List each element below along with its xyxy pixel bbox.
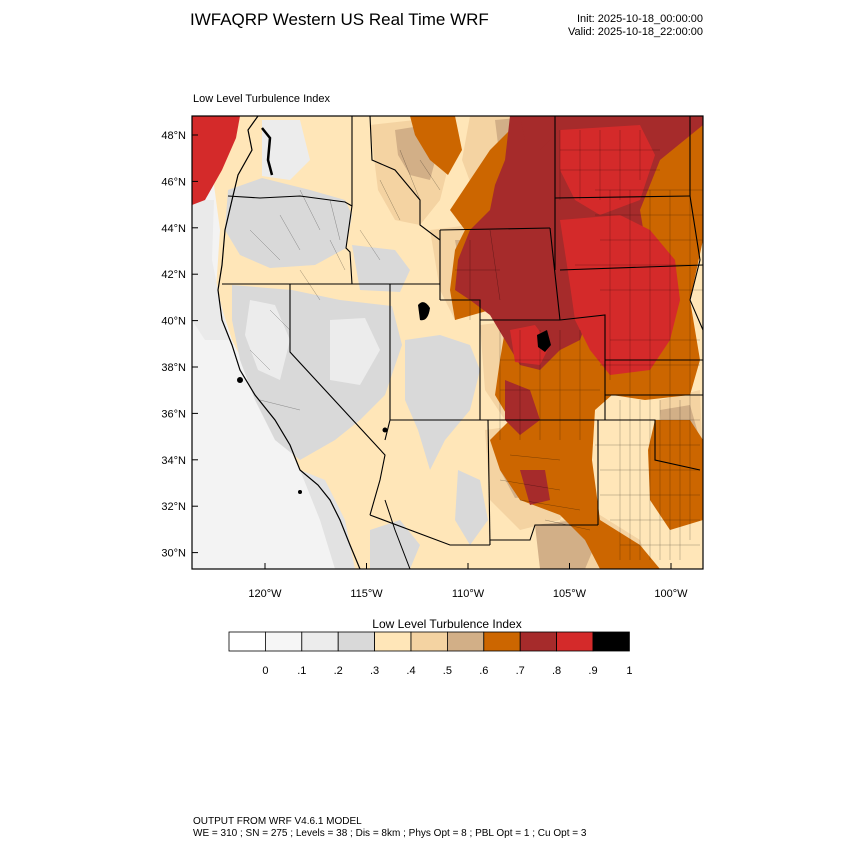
colorbar-swatch xyxy=(228,631,266,652)
lon-label: 100°W xyxy=(654,588,688,600)
colorbar-tick-label: .9 xyxy=(588,665,597,677)
lat-label: 42°N xyxy=(161,269,186,281)
colorbar-tick-label: .2 xyxy=(334,665,343,677)
colorbar-title: Low Level Turbulence Index xyxy=(372,617,522,631)
model-info-line-1: OUTPUT FROM WRF V4.6.1 MODEL xyxy=(193,816,362,827)
lat-label: 36°N xyxy=(161,408,186,420)
colorbar-swatch xyxy=(556,631,594,652)
colorbar-tick-label: .4 xyxy=(406,665,415,677)
colorbar-tick-label: .3 xyxy=(370,665,379,677)
lat-label: 48°N xyxy=(161,130,186,142)
colorbar-swatch xyxy=(446,631,485,652)
colorbar-tick-label: .1 xyxy=(297,665,306,677)
map-frame xyxy=(191,115,704,570)
model-info-line-2: WE = 310 ; SN = 275 ; Levels = 38 ; Dis … xyxy=(193,828,587,839)
lon-label: 110°W xyxy=(452,588,485,600)
lat-label: 38°N xyxy=(161,362,186,374)
colorbar-swatch xyxy=(592,631,630,652)
map-field xyxy=(192,116,703,569)
colorbar-tick-label: 1 xyxy=(626,665,632,677)
colorbar-swatch xyxy=(337,631,376,652)
colorbar-swatch xyxy=(374,631,412,652)
colorbar-swatch xyxy=(264,631,303,652)
colorbar: 0 .1 .2 .3 .4 .5 .6 .7 .8 .9 1 xyxy=(228,631,632,677)
lat-label: 44°N xyxy=(161,223,186,235)
lon-label: 120°W xyxy=(248,588,282,600)
colorbar-tick-label: 0 xyxy=(262,665,268,677)
lat-label: 34°N xyxy=(161,455,186,467)
colorbar-swatch xyxy=(483,631,521,652)
valid-time: Valid: 2025-10-18_22:00:00 xyxy=(568,26,703,38)
lat-label: 32°N xyxy=(161,501,186,513)
latitude-axis: 48°N 46°N 44°N 42°N 40°N 38°N 36°N 34°N 32°N 30°N xyxy=(161,130,198,560)
colorbar-tick-label: .8 xyxy=(552,665,561,677)
colorbar-swatch xyxy=(410,631,448,652)
lon-label: 115°W xyxy=(350,588,383,600)
lon-label: 105°W xyxy=(553,588,587,600)
plot-title: IWFAQRP Western US Real Time WRF xyxy=(190,10,489,29)
init-time: Init: 2025-10-18_00:00:00 xyxy=(577,13,703,25)
map-subtitle: Low Level Turbulence Index xyxy=(193,93,330,105)
colorbar-swatch xyxy=(301,631,339,652)
colorbar-tick-label: .7 xyxy=(516,665,525,677)
lat-label: 46°N xyxy=(161,176,186,188)
lat-label: 40°N xyxy=(161,316,186,328)
colorbar-tick-label: .6 xyxy=(479,665,488,677)
lat-label: 30°N xyxy=(161,548,186,560)
longitude-axis: 120°W 115°W 110°W 105°W 100°W xyxy=(248,563,688,600)
colorbar-swatch xyxy=(519,631,558,652)
colorbar-tick-label: .5 xyxy=(443,665,452,677)
